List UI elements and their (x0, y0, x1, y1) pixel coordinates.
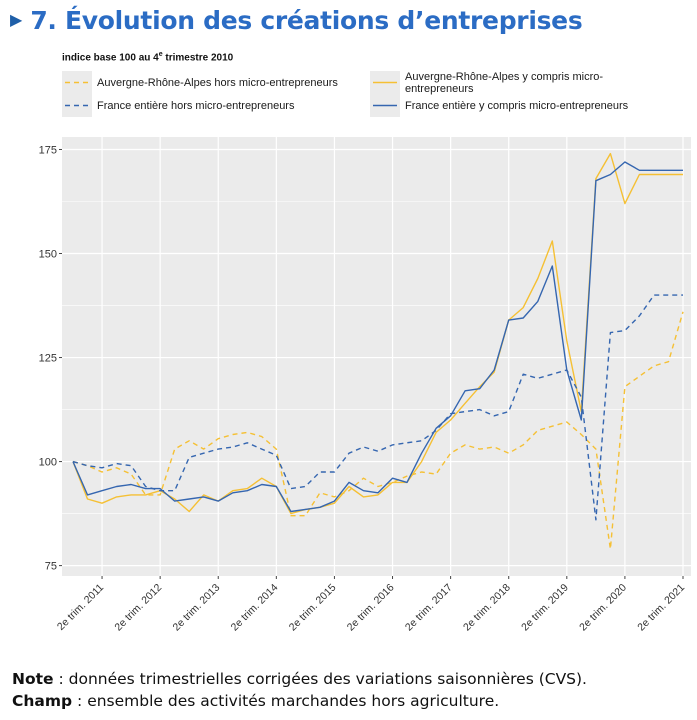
x-tick-label: 2e trim. 2017 (403, 582, 455, 634)
x-tick-label: 2e trim. 2020 (577, 582, 629, 634)
x-tick-label: 2e trim. 2015 (287, 582, 339, 634)
x-tick-label: 2e trim. 2016 (345, 582, 397, 634)
legend-item-aura-y: Auvergne-Rhône-Alpes y compris micro-ent… (370, 70, 664, 95)
note-label: Note (12, 670, 54, 688)
chart-subtitle: indice base 100 au 4e trimestre 2010 (62, 51, 234, 64)
y-tick-label: 175 (39, 144, 57, 156)
section-marker-icon: ▶ (10, 12, 23, 29)
x-tick-label: 2e trim. 2013 (171, 582, 223, 634)
champ-label: Champ (12, 692, 73, 710)
y-tick-label: 125 (39, 353, 57, 365)
chart-legend: Auvergne-Rhône-Alpes hors micro-entrepre… (62, 71, 664, 117)
legend-item-france-y: France entière y compris micro-entrepren… (370, 94, 628, 117)
legend-label-aura-y: Auvergne-Rhône-Alpes y compris micro-ent… (405, 70, 604, 95)
legend-label-france-hors: France entière hors micro-entrepreneurs (97, 99, 295, 112)
note-line: Note : données trimestrielles corrigées … (12, 668, 587, 690)
legend-key-dashed-yellow-icon (62, 71, 92, 94)
x-tick-label: 2e trim. 2014 (229, 582, 281, 634)
y-tick-label: 100 (39, 457, 57, 469)
legend-key-dashed-blue-icon (62, 94, 92, 117)
note-text: : données trimestrielles corrigées des v… (53, 670, 587, 688)
series-line-1 (72, 311, 684, 550)
title-row: ▶ 7. Évolution des créations d’entrepris… (10, 4, 583, 36)
legend-item-aura-hors: Auvergne-Rhône-Alpes hors micro-entrepre… (62, 71, 338, 94)
legend-label-aura-hors: Auvergne-Rhône-Alpes hors micro-entrepre… (97, 76, 338, 89)
line-chart: 75 100 125 150 175 2e trim. 2011 2e trim. 2012… (39, 137, 691, 634)
legend-label-france-y: France entière y compris micro-entrepren… (405, 99, 629, 112)
chart-notes: Note : données trimestrielles corrigées … (12, 668, 587, 712)
champ-line: Champ : ensemble des activités marchande… (12, 690, 587, 712)
champ-text: : ensemble des activités marchandes hors… (72, 692, 500, 710)
x-tick-label: 2e trim. 2018 (461, 582, 513, 634)
legend-key-solid-blue-icon (370, 94, 400, 117)
y-tick-label: 150 (39, 249, 57, 261)
legend-key-solid-yellow-icon (370, 71, 400, 94)
y-tick-label: 75 (45, 561, 57, 573)
x-tick-label: 2e trim. 2012 (112, 582, 164, 634)
x-tick-label: 2e trim. 2011 (55, 582, 106, 633)
chart-title: 7. Évolution des créations d’entreprises (30, 5, 583, 35)
x-tick-label: 2e trim. 2019 (519, 582, 571, 634)
x-tick-label: 2e trim. 2021 (635, 582, 687, 634)
series-line-4 (72, 161, 683, 513)
legend-item-france-hors: France entière hors micro-entrepreneurs (62, 94, 294, 117)
plot-panel (62, 137, 691, 576)
